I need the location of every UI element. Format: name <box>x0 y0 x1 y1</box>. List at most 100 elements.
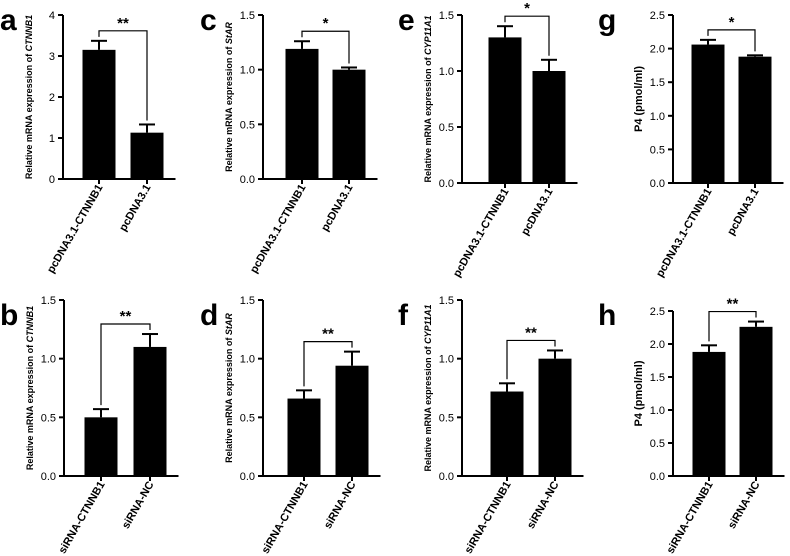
y-tick-label: 0.5 <box>650 438 665 450</box>
significance-label: ** <box>525 324 537 341</box>
x-tick-label: siRNA-NC <box>322 479 359 531</box>
panel-f: f 0.0 0.5 1.0 1.5 siRNA-CTNNB1 siRNA-NC ** Relat… <box>398 295 584 556</box>
y-tick-label: 0.0 <box>240 471 255 483</box>
x-tick-label: pcDNA3.1 <box>117 183 153 234</box>
significance-bracket <box>504 15 550 56</box>
y-tick-label: 1.0 <box>650 405 665 417</box>
y-axis-label-text: P4 (pmol/ml) <box>633 66 645 132</box>
y-tick-label: 2.0 <box>650 44 665 56</box>
significance-bracket <box>707 29 756 52</box>
x-tick-label: siRNA-NC <box>525 479 562 531</box>
y-tick-label: 1.0 <box>41 354 56 366</box>
significance-label: ** <box>322 326 334 343</box>
panel-letter: g <box>598 4 616 37</box>
bar <box>82 49 116 179</box>
panel-letter: f <box>398 299 409 332</box>
y-tick-label: 0.0 <box>41 471 56 483</box>
y-axis-label-gene: CYP11A1 <box>423 304 433 343</box>
significance-label: * <box>729 14 735 31</box>
bar <box>335 365 369 476</box>
y-axis-label: Relative mRNA expression of StAR <box>224 313 234 463</box>
x-tick-label: pcDNA3.1-CTNNB1 <box>654 187 715 280</box>
significance-label: ** <box>727 296 739 313</box>
x-tick-label: pcDNA3.1 <box>519 187 555 238</box>
y-tick-label: 0.5 <box>439 122 454 134</box>
bar <box>133 346 167 476</box>
y-tick-label: 0.0 <box>240 174 255 186</box>
y-axis-label-text: Relative mRNA expression of <box>423 344 433 472</box>
significance-bracket <box>303 341 353 387</box>
y-tick-label: 0.0 <box>650 178 665 190</box>
x-tick-label: siRNA-CTNNB1 <box>260 480 311 556</box>
panel-letter: b <box>0 299 18 332</box>
significance-bracket <box>506 339 556 380</box>
y-tick-label: 0.5 <box>41 412 56 424</box>
panel-letter: c <box>200 4 217 37</box>
y-axis-label-gene: CYP11A1 <box>423 15 433 54</box>
y-tick-label: 1 <box>49 133 55 145</box>
bar <box>532 71 566 183</box>
y-axis-label-text: Relative mRNA expression of <box>423 55 433 183</box>
x-tick-label: pcDNA3.1 <box>319 183 355 234</box>
panel-letter: d <box>200 299 218 332</box>
x-tick-label: pcDNA3.1-CTNNB1 <box>248 183 309 276</box>
bar <box>739 326 773 476</box>
y-tick-label: 0.0 <box>439 178 454 190</box>
x-tick-label: pcDNA3.1 <box>725 187 761 238</box>
bar <box>692 351 726 476</box>
y-tick-label: 2 <box>49 92 55 104</box>
significance-label: * <box>524 0 530 17</box>
y-tick-label: 1.0 <box>240 65 255 77</box>
y-tick-label: 1.5 <box>439 10 454 22</box>
x-tick-label: pcDNA3.1-CTNNB1 <box>45 183 106 276</box>
x-tick-label: siRNA-CTNNB1 <box>463 480 514 556</box>
y-axis-label: Relative mRNA expression of CYP11A1 <box>423 304 433 471</box>
panel-e: e 0.0 0.5 1.0 1.5 pcDNA3.1-CTNNB1 pcDNA3.1 * Rel… <box>398 0 578 279</box>
y-axis-label: P4 (pmol/ml) <box>633 66 645 132</box>
y-axis-label: Relative mRNA expression of CTNNB1 <box>24 15 34 179</box>
x-tick-label: siRNA-CTNNB1 <box>57 480 108 556</box>
y-tick-label: 1.5 <box>240 295 255 307</box>
y-axis-label-gene: StAR <box>224 22 234 44</box>
y-axis-label-text: Relative mRNA expression of <box>224 335 234 463</box>
y-tick-label: 0.5 <box>240 119 255 131</box>
y-tick-label: 2.5 <box>650 10 665 22</box>
panel-letter: a <box>0 4 17 37</box>
y-tick-label: 0.0 <box>650 471 665 483</box>
x-tick-label: pcDNA3.1-CTNNB1 <box>451 187 512 280</box>
y-axis-label-gene: StAR <box>224 313 234 335</box>
y-tick-label: 1.5 <box>650 372 665 384</box>
y-tick-label: 2.0 <box>650 339 665 351</box>
y-axis-label-text: Relative mRNA expression of <box>25 342 35 470</box>
y-tick-label: 1.5 <box>650 77 665 89</box>
panel-letter: h <box>598 299 616 332</box>
y-axis-label-text: Relative mRNA expression of <box>224 44 234 172</box>
significance-bracket <box>708 310 757 342</box>
bar <box>287 398 321 476</box>
y-tick-label: 3 <box>49 51 55 63</box>
bar <box>84 417 118 476</box>
significance-label: ** <box>117 15 129 32</box>
panel-letter: e <box>398 4 415 37</box>
y-tick-label: 0.5 <box>240 412 255 424</box>
bar <box>285 48 319 179</box>
significance-bracket <box>98 30 148 121</box>
y-tick-label: 2.5 <box>650 306 665 318</box>
bar <box>538 358 572 476</box>
panel-a: a 0 1 2 3 4 pcDNA3.1-CTNNB1 pcDNA3.1 ** Relative … <box>0 4 176 275</box>
y-axis-label-text: P4 (pmol/ml) <box>633 360 645 426</box>
y-tick-label: 0 <box>49 174 55 186</box>
y-axis-label-gene: CTNNB1 <box>24 15 34 52</box>
y-tick-label: 1.0 <box>439 66 454 78</box>
x-tick-label: siRNA-NC <box>120 479 157 531</box>
significance-label: * <box>323 15 329 32</box>
bar <box>488 37 522 184</box>
y-axis-label: P4 (pmol/ml) <box>633 360 645 426</box>
panel-c: c 0.0 0.5 1.0 1.5 pcDNA3.1-CTNNB1 pcDNA3.1 * Rel… <box>200 4 378 275</box>
significance-label: ** <box>120 308 132 325</box>
y-tick-label: 1.5 <box>439 295 454 307</box>
x-tick-label: siRNA-NC <box>726 479 763 531</box>
y-tick-label: 1.5 <box>41 295 56 307</box>
y-axis-label-gene: CTNNB1 <box>25 306 35 343</box>
